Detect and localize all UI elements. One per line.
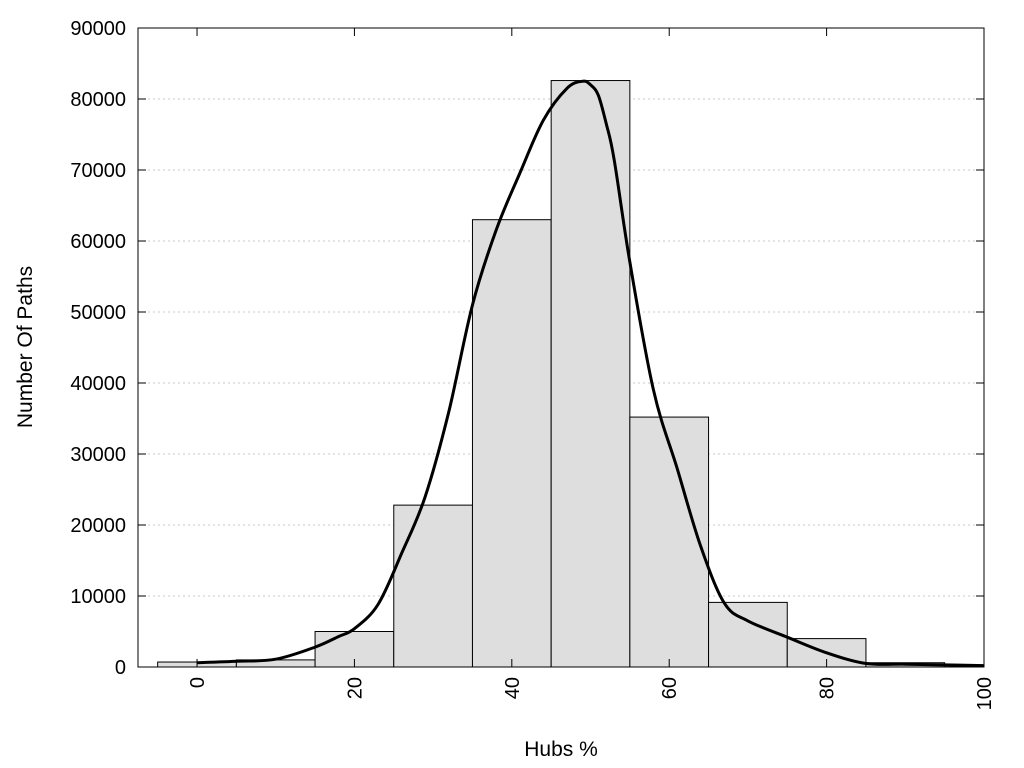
x-tick-label: 40 (502, 677, 524, 699)
y-tick-label: 50000 (70, 302, 126, 324)
histogram-bar (314, 631, 395, 668)
y-axis-title: Number Of Paths (14, 266, 37, 428)
y-tick-label: 10000 (70, 586, 126, 608)
density-curve (196, 79, 985, 668)
y-tick-labels: 0 10000 20000 30000 40000 50000 60000 70000 8000… (70, 18, 126, 679)
curve-layer (196, 79, 985, 668)
y-tick-label: 90000 (70, 18, 126, 40)
y-tick-label: 30000 (70, 444, 126, 466)
histogram-bar (471, 219, 552, 668)
histogram-bar (708, 601, 788, 668)
histogram-bar (629, 416, 710, 668)
plot-frame (137, 27, 985, 668)
ticks-layer (138, 27, 985, 668)
x-tick-label: 60 (659, 677, 681, 699)
bars-layer (157, 80, 946, 668)
x-axis-title: Hubs % (524, 738, 598, 761)
x-tick-labels: 0 20 40 60 80 100 (187, 677, 996, 710)
x-tick-label: 0 (187, 677, 209, 688)
y-tick-label: 80000 (70, 89, 126, 111)
grid-layer (138, 98, 984, 597)
x-tick-label: 100 (974, 677, 996, 710)
histogram-bar (550, 80, 631, 668)
histogram-bar (393, 504, 473, 668)
x-tick-label: 20 (344, 677, 366, 699)
y-tick-label: 20000 (70, 515, 126, 537)
y-tick-label: 0 (115, 657, 126, 679)
y-tick-label: 60000 (70, 231, 126, 253)
y-tick-label: 40000 (70, 373, 126, 395)
x-tick-label: 80 (817, 677, 839, 699)
y-tick-label: 70000 (70, 160, 126, 182)
